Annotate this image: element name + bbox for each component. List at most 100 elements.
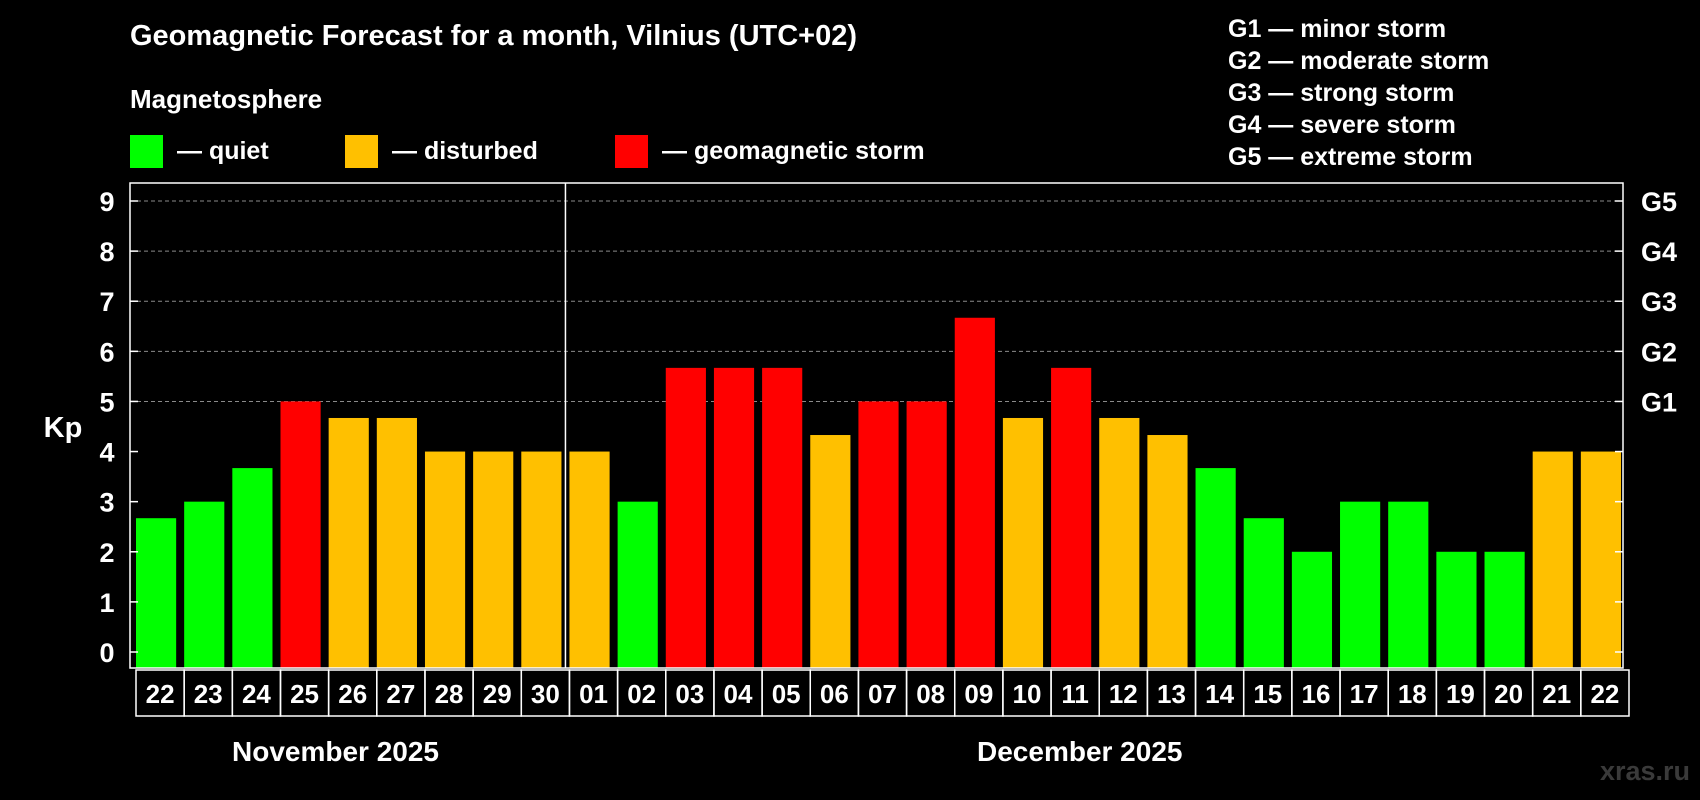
storm-level-axis: G1 G2 G3 G4 G5: [1615, 187, 1677, 653]
bar-28: [1484, 551, 1525, 668]
bar-29: [1532, 451, 1573, 668]
bar-25: [1340, 501, 1381, 668]
date-label-18: 10: [1013, 679, 1042, 709]
date-label-1: 23: [194, 679, 223, 709]
date-label-15: 07: [868, 679, 897, 709]
bar-12: [713, 367, 755, 668]
date-label-9: 01: [579, 679, 608, 709]
bar-4: [328, 417, 369, 668]
bar-9: [569, 451, 610, 668]
date-label-28: 20: [1494, 679, 1523, 709]
date-label-24: 16: [1301, 679, 1330, 709]
grid-lines: [130, 200, 1623, 402]
date-label-5: 27: [386, 679, 415, 709]
storm-scale-g4: G4 — severe storm: [1228, 111, 1456, 139]
bar-30: [1580, 451, 1621, 668]
chart-title: Geomagnetic Forecast for a month, Vilniu…: [130, 20, 858, 52]
date-label-12: 04: [724, 679, 753, 709]
bar-24: [1291, 551, 1333, 668]
date-label-0: 22: [146, 679, 175, 709]
bar-6: [424, 451, 466, 668]
date-label-2: 24: [242, 679, 271, 709]
date-label-16: 08: [916, 679, 945, 709]
plot-border: [129, 182, 1624, 669]
bar-8: [521, 451, 562, 668]
legend-swatch-quiet: [130, 134, 163, 168]
chart-frame: [129, 182, 1624, 669]
date-label-8: 30: [531, 679, 560, 709]
bar-16: [906, 401, 947, 668]
storm-scale-g1: G1 — minor storm: [1228, 15, 1447, 43]
bar-23: [1243, 518, 1284, 668]
legend-label-quiet: — quiet: [177, 136, 269, 165]
date-label-25: 17: [1350, 679, 1379, 709]
bar-22: [1195, 468, 1236, 668]
y-tick-label-9: 9: [99, 187, 114, 217]
storm-scale-g5: G5 — extreme storm: [1228, 143, 1473, 171]
bar-17: [954, 317, 995, 668]
date-label-27: 19: [1446, 679, 1475, 709]
storm-label-g3: G3: [1641, 287, 1677, 317]
date-label-6: 28: [435, 679, 464, 709]
y-axis: 0 1 2 3 4 5 6 7 8 9: [99, 187, 138, 668]
legend-label-storm: — geomagnetic storm: [662, 136, 925, 165]
y-tick-label-5: 5: [99, 387, 114, 417]
date-label-13: 05: [772, 679, 801, 709]
date-label-20: 12: [1109, 679, 1138, 709]
bar-20: [1099, 417, 1140, 668]
y-tick-label-4: 4: [99, 438, 114, 468]
storm-scale-legend: G1 — minor storm G2 — moderate storm G3 …: [1228, 13, 1489, 173]
date-label-11: 03: [675, 679, 704, 709]
storm-label-g4: G4: [1641, 237, 1677, 267]
date-label-14: 06: [820, 679, 849, 709]
bar-21: [1147, 435, 1188, 668]
date-label-22: 14: [1205, 679, 1234, 709]
date-label-29: 21: [1542, 679, 1571, 709]
legend-item-disturbed: — disturbed: [345, 134, 538, 168]
y-axis-label: Kp: [44, 412, 83, 444]
date-label-19: 11: [1061, 679, 1089, 709]
y-tick-label-6: 6: [99, 337, 114, 367]
bar-13: [762, 367, 803, 668]
storm-label-g5: G5: [1641, 187, 1677, 217]
bar-18: [1002, 417, 1044, 668]
date-axis: 22 23 24 25 26 27 28 29 30 01 02 03 04 05 06 07 08 09 10 11…: [135, 669, 1630, 717]
storm-label-g1: G1: [1641, 387, 1677, 417]
bar-1: [184, 501, 225, 668]
date-label-30: 22: [1590, 679, 1619, 709]
bar-19: [1051, 367, 1092, 668]
bar-26: [1388, 501, 1429, 668]
bar-series: [136, 317, 1621, 668]
bar-3: [280, 401, 321, 668]
date-cell-30: [1580, 669, 1630, 717]
legend-title: Magnetosphere: [130, 84, 323, 114]
bar-10: [617, 501, 658, 668]
y-tick-label-0: 0: [99, 638, 114, 668]
legend-swatch-disturbed: [345, 134, 378, 168]
date-label-23: 15: [1253, 679, 1282, 709]
date-label-10: 02: [627, 679, 656, 709]
date-label-26: 18: [1398, 679, 1427, 709]
storm-scale-g2: G2 — moderate storm: [1228, 47, 1490, 75]
month-label-november: November 2025: [232, 736, 440, 767]
bar-2: [232, 468, 273, 668]
date-label-7: 29: [483, 679, 512, 709]
y-tick-label-8: 8: [99, 237, 114, 267]
legend-swatch-storm: [615, 134, 648, 168]
storm-label-g2: G2: [1641, 337, 1677, 367]
legend-item-quiet: — quiet: [130, 134, 269, 168]
bar-11: [665, 367, 706, 668]
bar-27: [1436, 551, 1477, 668]
date-label-21: 13: [1157, 679, 1186, 709]
bar-15: [858, 401, 899, 668]
bar-5: [376, 417, 417, 668]
y-tick-label-2: 2: [99, 538, 114, 568]
date-label-17: 09: [964, 679, 993, 709]
y-tick-label-7: 7: [99, 287, 114, 317]
date-label-4: 26: [338, 679, 367, 709]
bar-0: [136, 518, 177, 668]
y-tick-label-3: 3: [99, 488, 114, 518]
watermark: xras.ru: [1599, 756, 1690, 786]
bar-7: [473, 451, 514, 668]
